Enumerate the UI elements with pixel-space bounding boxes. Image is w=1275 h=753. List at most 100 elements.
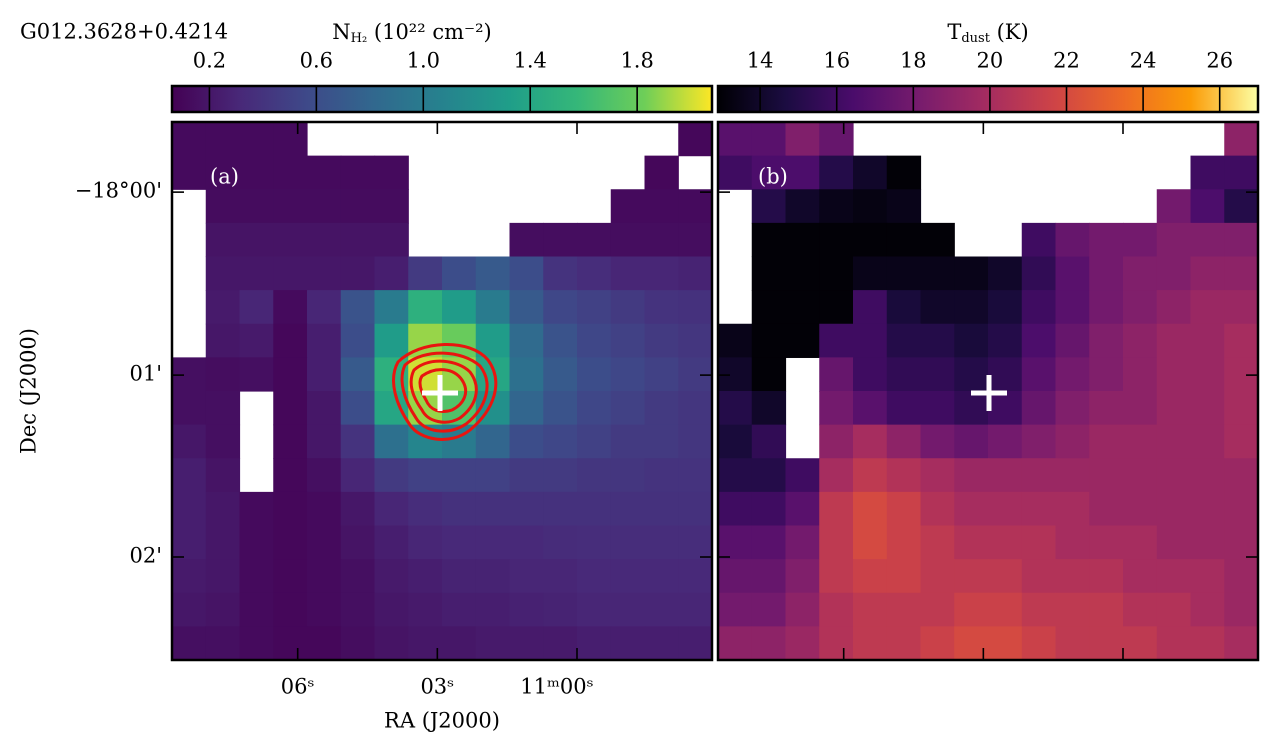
heatmap-cell [1224, 256, 1259, 291]
heatmap-cell [1055, 290, 1090, 325]
heatmap-cell [644, 626, 679, 661]
heatmap-cell [374, 525, 409, 560]
heatmap-cell [509, 290, 544, 325]
heatmap-cell [172, 592, 207, 627]
heatmap-cell [1021, 290, 1057, 325]
heatmap-cell [1123, 592, 1158, 627]
heatmap-cell [751, 525, 787, 560]
heatmap-cell [509, 424, 544, 459]
heatmap-cell [610, 256, 646, 291]
heatmap-cell [988, 256, 1023, 291]
heatmap-cell [273, 559, 308, 594]
heatmap-cell [678, 189, 713, 224]
heatmap-cell [610, 323, 646, 358]
heatmap-cell [205, 391, 241, 426]
heatmap-cell [610, 391, 646, 426]
heatmap-cell [1055, 491, 1090, 527]
heatmap-cell [1190, 592, 1225, 627]
heatmap-cell [1224, 222, 1259, 258]
heatmap-cell [1021, 592, 1057, 627]
heatmap-cell [886, 357, 922, 392]
heatmap-cell [543, 357, 578, 392]
heatmap-cell [307, 491, 342, 527]
heatmap-cell [205, 323, 241, 358]
heatmap-cell [678, 626, 713, 661]
heatmap-cell [307, 592, 342, 627]
heatmap-cell [172, 525, 207, 560]
heatmap-cell [307, 222, 342, 258]
heatmap-cell [172, 458, 207, 493]
heatmap-cell [577, 626, 612, 661]
heatmap-cell [1156, 222, 1192, 258]
heatmap-cell [543, 391, 578, 426]
heatmap-cell [340, 458, 376, 493]
heatmap-cell [340, 559, 376, 594]
heatmap-cell [374, 189, 409, 224]
heatmap-cell [1089, 222, 1124, 258]
heatmap-cell [1190, 626, 1225, 661]
colorbar-label-rest: (10²² cm⁻²) [367, 20, 491, 44]
heatmap-cell [1021, 626, 1057, 661]
heatmap-cell [340, 222, 376, 258]
heatmap-cell [1123, 559, 1158, 594]
heatmap-cell [273, 256, 308, 291]
heatmap-cell [644, 256, 679, 291]
heatmap-cell [853, 559, 888, 594]
heatmap-cell [577, 559, 612, 594]
heatmap-cell [1190, 256, 1225, 291]
heatmap-cell [509, 525, 544, 560]
heatmap-cell [785, 592, 820, 627]
heatmap-cell [543, 592, 578, 627]
chart-title: G012.3628+0.4214 [20, 20, 228, 44]
heatmap-cell [819, 424, 854, 459]
heatmap-cell [954, 323, 989, 358]
heatmap-cell [853, 491, 888, 527]
heatmap-cell [172, 424, 207, 459]
heatmap-cell [678, 391, 713, 426]
heatmap-cell [374, 290, 409, 325]
heatmap-cell [1190, 525, 1225, 560]
heatmap-cell [205, 491, 241, 527]
heatmap-cell [751, 122, 787, 157]
heatmap-cell [988, 290, 1023, 325]
heatmap-cell [886, 323, 922, 358]
heatmap-cell [442, 256, 477, 291]
heatmap-cell [205, 155, 241, 190]
heatmap-cell [273, 189, 308, 224]
heatmap-cell [340, 256, 376, 291]
heatmap-cell [239, 357, 274, 392]
panel-frame [170, 120, 714, 662]
heatmap-cell [577, 357, 612, 392]
heatmap-cell [172, 626, 207, 661]
x-tick-label: 11ᵐ00ˢ [520, 675, 593, 699]
heatmap-cell [819, 222, 854, 258]
heatmap-cell [1089, 391, 1124, 426]
heatmap-cell [340, 592, 376, 627]
heatmap-cell [1021, 559, 1057, 594]
heatmap-cell [644, 424, 679, 459]
heatmap-cell [475, 626, 511, 661]
heatmap-cell [785, 525, 820, 560]
heatmap-cell [751, 424, 787, 459]
heatmap-cell [442, 559, 477, 594]
heatmap-cell [374, 559, 409, 594]
heatmap-cell [340, 290, 376, 325]
heatmap-cell [543, 491, 578, 527]
heatmap-cell [954, 458, 989, 493]
heatmap-cell [340, 155, 376, 190]
heatmap-cell [886, 559, 922, 594]
heatmap-cell [577, 424, 612, 459]
heatmap-cell [751, 189, 787, 224]
heatmap-cell [1021, 256, 1057, 291]
heatmap-cell [543, 323, 578, 358]
heatmap-cell [954, 491, 989, 527]
heatmap-cell [1156, 391, 1192, 426]
heatmap-cell [172, 491, 207, 527]
heatmap-cell [475, 491, 511, 527]
x-axis-label: RA (J2000) [384, 709, 500, 733]
heatmap-cell [1089, 357, 1124, 392]
colorbar-label-rest: (K) [990, 20, 1029, 44]
heatmap-cell [509, 357, 544, 392]
heatmap-cell [1021, 424, 1057, 459]
heatmap-cell [1055, 525, 1090, 560]
